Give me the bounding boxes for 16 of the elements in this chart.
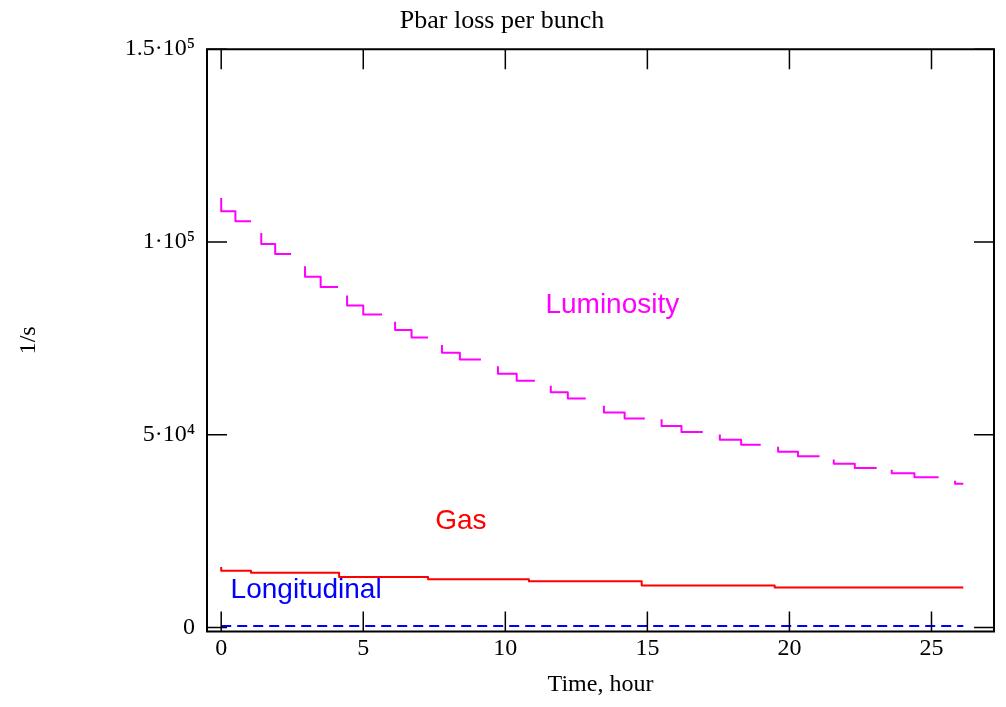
series-label: Gas [435, 503, 487, 535]
x-tick-label: 10 [493, 634, 518, 661]
y-tick-label: 0 [183, 612, 195, 639]
text: Luminosity [545, 288, 680, 320]
y-tick-label: 5·10⁴ [142, 420, 195, 447]
x-tick-label: 15 [635, 634, 660, 661]
x-tick-label: 5 [357, 634, 370, 661]
series-label: Longitudinal [230, 573, 382, 605]
x-tick-label: 25 [919, 634, 944, 661]
x-tick-label: 20 [777, 634, 802, 661]
x-axis-title: Time, hour [547, 669, 654, 696]
x-tick-label: 0 [215, 634, 228, 661]
chart-title: Pbar loss per bunch [399, 5, 605, 35]
y-tick-label: 1·10⁵ [142, 227, 195, 254]
y-tick-label: 1.5·10⁵ [124, 34, 195, 61]
y-axis-title: 1/s [13, 326, 40, 355]
